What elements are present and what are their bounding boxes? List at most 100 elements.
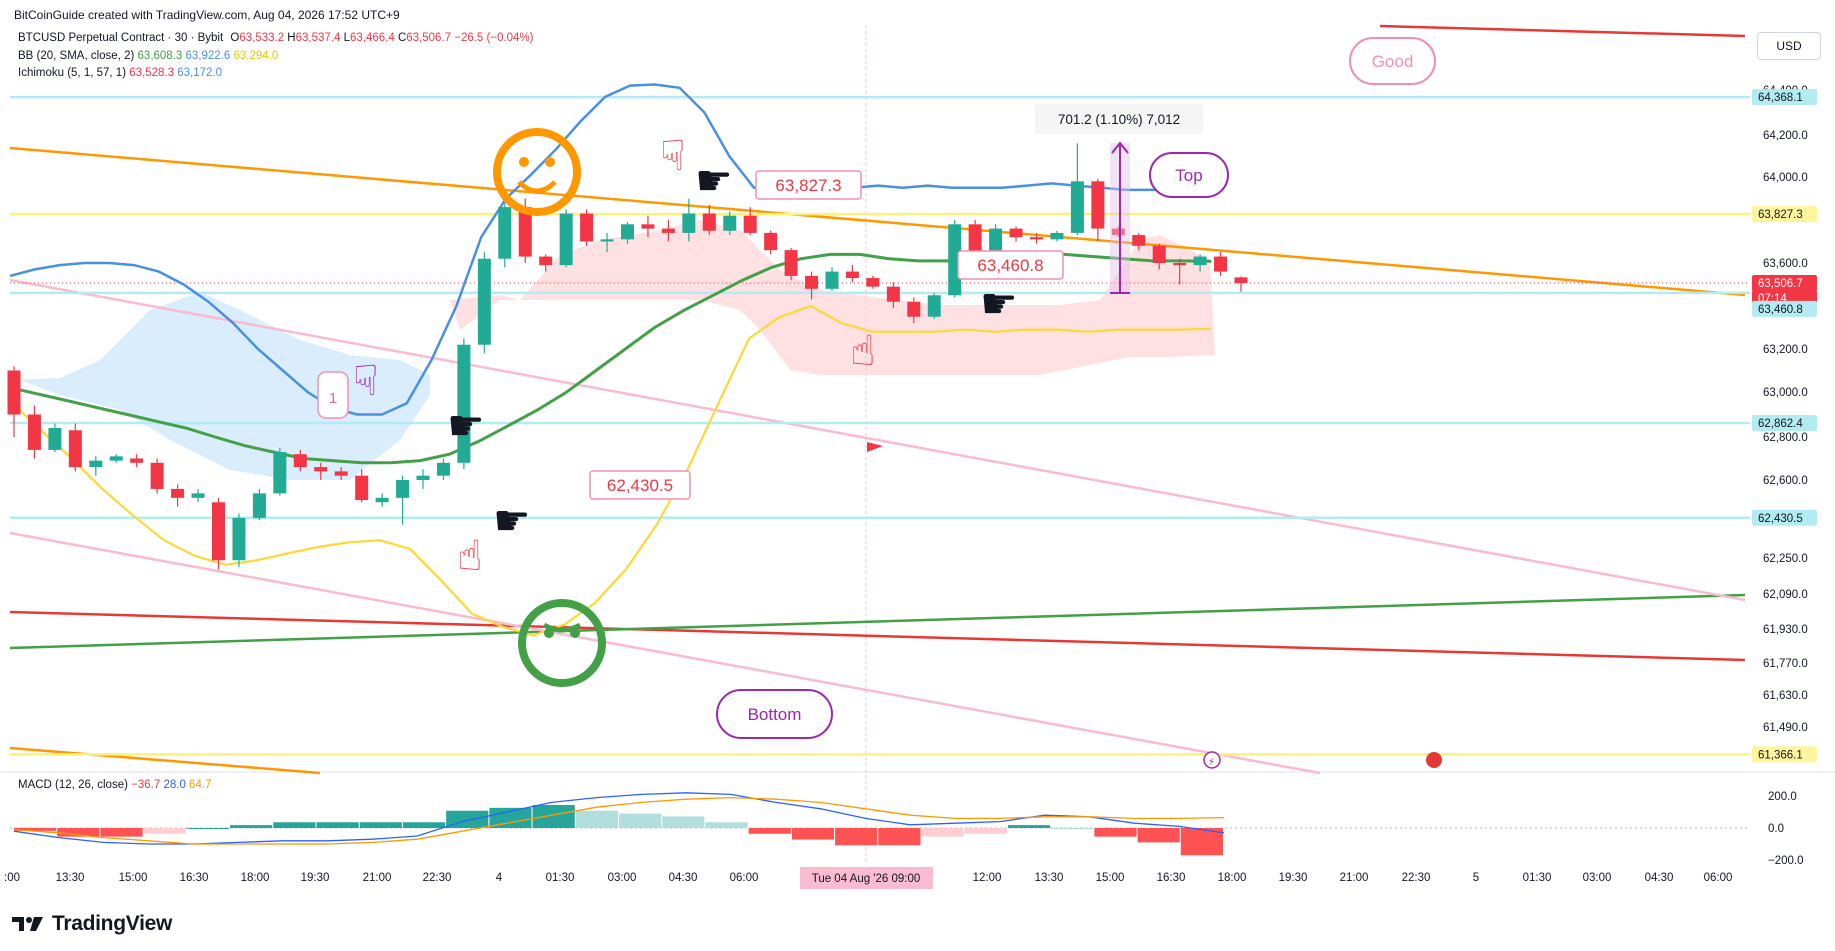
macd-axis-tick: 0.0 xyxy=(1768,823,1784,835)
candle-body[interactable] xyxy=(559,213,573,266)
candle-body[interactable] xyxy=(825,271,839,289)
pointing-hand-icon: ☛ xyxy=(447,402,485,449)
candle-body[interactable] xyxy=(805,275,819,289)
candle-body[interactable] xyxy=(252,493,266,518)
bottom-callout[interactable]: Bottom xyxy=(716,689,833,739)
bb-lower-line[interactable] xyxy=(9,304,1212,637)
candle-body[interactable] xyxy=(273,452,287,494)
candle-body[interactable] xyxy=(580,213,594,242)
macd-signal-value: 64.7 xyxy=(189,779,212,791)
candle-body[interactable] xyxy=(968,224,982,253)
green-trendline[interactable] xyxy=(9,593,1746,650)
candle-body[interactable] xyxy=(1050,232,1064,240)
candle-body[interactable] xyxy=(886,286,900,302)
candle-body[interactable] xyxy=(232,517,246,561)
bb-legend[interactable]: BB (20, SMA, close, 2) 63,608.3 63,922.6… xyxy=(18,50,278,62)
lightning-event-icon[interactable] xyxy=(1203,751,1221,769)
candle-body[interactable] xyxy=(89,460,103,468)
ichimoku-legend[interactable]: Ichimoku (5, 1, 57, 1) 63,528.3 63,172.0 xyxy=(18,67,222,79)
top-callout[interactable]: Top xyxy=(1149,152,1229,198)
candle-body[interactable] xyxy=(539,256,553,266)
candle-body[interactable] xyxy=(314,467,328,472)
candle-body[interactable] xyxy=(1009,228,1023,238)
currency-button[interactable]: USD xyxy=(1757,32,1821,60)
price-axis-label: 61,366.1 xyxy=(1758,749,1803,761)
candle-body[interactable] xyxy=(1070,181,1084,233)
good-callout[interactable]: Good xyxy=(1349,37,1436,85)
flag-icon xyxy=(867,442,883,452)
candle-body[interactable] xyxy=(130,458,144,463)
macd-histogram-bar xyxy=(446,810,489,828)
red-trendline-bottom[interactable] xyxy=(9,610,1746,662)
pink-channel-lower[interactable] xyxy=(9,531,1321,775)
bb-upper-line[interactable] xyxy=(9,83,1176,416)
symbol-legend[interactable]: BTCUSD Perpetual Contract · 30 · Bybit O… xyxy=(18,32,534,44)
candle-body[interactable] xyxy=(68,430,82,468)
candle-body[interactable] xyxy=(27,414,41,450)
candle-body[interactable] xyxy=(1111,228,1125,236)
macd-histogram-bar xyxy=(964,828,1007,834)
candle-body[interactable] xyxy=(621,224,634,240)
candle-body[interactable] xyxy=(723,215,737,231)
candle-body[interactable] xyxy=(518,207,532,257)
candle-body[interactable] xyxy=(334,471,348,476)
macd-histogram-bar xyxy=(1094,828,1137,837)
candle-body[interactable] xyxy=(845,271,859,279)
candle-body[interactable] xyxy=(784,250,798,276)
red-trendline-top[interactable] xyxy=(1379,24,1746,38)
candle-body[interactable] xyxy=(1030,237,1043,240)
pointing-hand-icon: ☝ xyxy=(457,532,483,579)
candle-body[interactable] xyxy=(375,497,389,503)
candle-body[interactable] xyxy=(1091,181,1105,229)
candle-body[interactable] xyxy=(927,295,941,317)
macd-signal-line[interactable] xyxy=(13,796,1225,845)
orange-trendline-upper[interactable] xyxy=(9,146,1746,297)
macd-line[interactable] xyxy=(13,792,1225,845)
candle-body[interactable] xyxy=(1214,256,1228,272)
candle-body[interactable] xyxy=(866,278,880,287)
orange-trendline-lower[interactable] xyxy=(9,746,321,775)
candle-body[interactable] xyxy=(1234,277,1248,284)
candle-body[interactable] xyxy=(48,428,62,450)
candle-body[interactable] xyxy=(7,370,21,415)
candle-body[interactable] xyxy=(641,224,655,229)
candle-body[interactable] xyxy=(682,213,696,233)
macd-histogram-bar xyxy=(230,825,273,828)
candle-body[interactable] xyxy=(293,454,307,468)
candle-body[interactable] xyxy=(764,232,778,251)
us-flag-event-icon[interactable] xyxy=(1426,752,1442,768)
tradingview-logo[interactable]: TradingView xyxy=(10,912,172,936)
candle-body[interactable] xyxy=(150,462,164,489)
candle-body[interactable] xyxy=(191,493,205,498)
top-callout-text: Top xyxy=(1175,166,1202,185)
candle-body[interactable] xyxy=(907,301,921,317)
candle-body[interactable] xyxy=(109,456,123,461)
candle-body[interactable] xyxy=(1152,245,1166,263)
candle-body[interactable] xyxy=(989,228,1003,253)
candle-body[interactable] xyxy=(743,215,757,233)
price-axis-tick: 64,000.0 xyxy=(1763,172,1808,184)
callout-63460-frame xyxy=(957,250,1064,280)
candle-body[interactable] xyxy=(171,488,185,498)
candle-body[interactable] xyxy=(457,344,471,463)
candle-body[interactable] xyxy=(600,239,614,242)
macd-legend[interactable]: MACD (12, 26, close) −36.7 28.0 64.7 xyxy=(18,779,211,791)
bottom-callout-frame xyxy=(716,689,833,739)
candle-body[interactable] xyxy=(212,502,225,561)
candle-body[interactable] xyxy=(661,228,675,233)
macd-histogram-bar xyxy=(835,828,878,846)
pink-channel-upper[interactable] xyxy=(9,278,1746,602)
candle-body[interactable] xyxy=(436,462,450,476)
candle-body[interactable] xyxy=(498,207,512,259)
price-axis-tick: 61,490.0 xyxy=(1763,722,1808,734)
candle-body[interactable] xyxy=(1193,256,1207,266)
candle-body[interactable] xyxy=(1132,235,1146,246)
candle-body[interactable] xyxy=(355,475,369,501)
candle-body[interactable] xyxy=(416,475,430,480)
candle-body[interactable] xyxy=(702,213,716,231)
time-axis-tick: 12:00 xyxy=(973,872,1002,884)
candle-body[interactable] xyxy=(477,258,491,345)
candle-body[interactable] xyxy=(1173,263,1187,266)
candle-body[interactable] xyxy=(396,480,410,498)
